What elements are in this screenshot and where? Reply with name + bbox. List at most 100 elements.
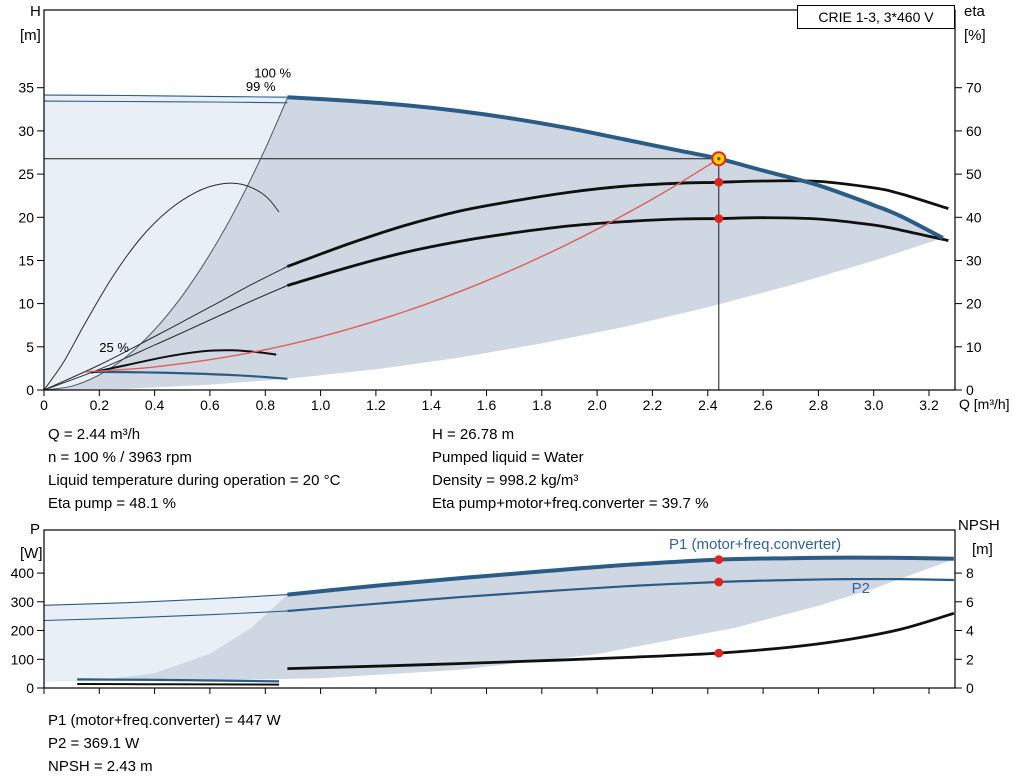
low-flow-range-band: [44, 95, 288, 390]
x-tick-label: 3.0: [864, 397, 884, 413]
curve-label: 100 %: [254, 65, 291, 80]
curve-label: P2: [852, 580, 870, 597]
curve-label: 99 %: [246, 79, 276, 94]
pump-model-box: CRIE 1-3, 3*460 V: [797, 5, 955, 29]
x-tick-label: 2.2: [643, 397, 663, 413]
head-env-99-curve: [43, 100, 288, 104]
duty-dot-marker: [714, 214, 724, 224]
y-left-tick-label: 400: [11, 565, 35, 581]
x-tick-label: 0.6: [200, 397, 220, 413]
y-left-tick-label: 300: [11, 594, 35, 610]
y-right-tick-label: 30: [966, 253, 982, 269]
y-right-tick-label: 20: [966, 296, 982, 312]
y-right-tick-label: 0: [966, 680, 974, 696]
x-tick-label: 1.4: [421, 397, 441, 413]
x-tick-label: 3.2: [919, 397, 939, 413]
x-tick-label: 0.2: [90, 397, 110, 413]
y-left-tick-label: 25: [18, 166, 34, 182]
x-tick-label: 1.8: [532, 397, 552, 413]
system-curve-curve: [85, 158, 720, 373]
x-tick-label: 0.8: [256, 397, 276, 413]
x-tick-label: 2.6: [753, 397, 773, 413]
x-tick-label: 1.6: [477, 397, 497, 413]
y-right-axis-title: NPSH: [958, 518, 1000, 534]
y-left-tick-label: 0: [26, 680, 34, 696]
x-tick-label: 1.0: [311, 397, 331, 413]
y-left-tick-label: 10: [18, 296, 34, 312]
duty-info-right: H = 26.78 m Pumped liquid = Water Densit…: [432, 423, 816, 515]
duty-info-panel: Q = 2.44 m³/h n = 100 % / 3963 rpm Liqui…: [48, 423, 816, 515]
npsh-curve: [287, 611, 955, 670]
eta-total-curve: [287, 216, 949, 287]
info-p1: P1 (motor+freq.converter) = 447 W: [48, 712, 281, 729]
duty-info-left: Q = 2.44 m³/h n = 100 % / 3963 rpm Liqui…: [48, 423, 432, 515]
pump-model-label: CRIE 1-3, 3*460 V: [818, 9, 934, 25]
y-right-axis-unit: [m]: [972, 541, 993, 558]
x-axis-title: Q [m³/h]: [959, 396, 1010, 412]
y-left-tick-label: 200: [11, 623, 35, 639]
y-right-axis-title: eta: [964, 3, 986, 20]
y-left-tick-label: 20: [18, 209, 34, 225]
p2-curve: [287, 577, 954, 613]
operating-range-band: [44, 97, 943, 390]
x-tick-label: 2.8: [809, 397, 829, 413]
low-flow-power-band: [44, 594, 288, 682]
info-liquid-temp: Liquid temperature during operation = 20…: [48, 472, 341, 489]
info-eta-pump: Eta pump = 48.1 %: [48, 495, 176, 512]
curve-label: P1 (motor+freq.converter): [669, 536, 841, 553]
y-left-tick-label: 30: [18, 123, 34, 139]
y-left-axis-title: P: [30, 521, 40, 538]
plot-frame: [43, 529, 956, 689]
duty-point-center: [717, 156, 721, 161]
y-left-tick-label: 35: [18, 80, 34, 96]
y-right-tick-label: 10: [966, 339, 982, 355]
info-pumped-liquid: Pumped liquid = Water: [432, 449, 584, 466]
y-left-axis-unit: [W]: [20, 545, 43, 562]
duty-dot-marker: [714, 648, 724, 658]
p-25-curve: [77, 678, 280, 683]
y-right-tick-label: 2: [966, 651, 974, 667]
npsh-25-curve: [77, 683, 280, 686]
plot-frame: [43, 9, 956, 391]
y-right-tick-label: 6: [966, 594, 974, 610]
p1-left-extension-curve: [43, 594, 288, 606]
info-head: H = 26.78 m: [432, 426, 515, 443]
p1-curve: [287, 555, 954, 597]
power-npsh-chart: 0 100 200 300 400 0 2 4 6 8 P [W] NPSH [m] P1 (motor+f…: [11, 518, 1000, 696]
duty-dot-marker: [714, 177, 724, 187]
y-left-tick-label: 5: [26, 339, 34, 355]
p2-left-extension-curve: [43, 610, 288, 622]
curve-label: 25 %: [99, 340, 129, 355]
info-p2: P2 = 369.1 W: [48, 735, 140, 752]
y-right-axis-unit: [%]: [964, 27, 986, 44]
eta-25-curve: [90, 349, 277, 374]
min-flow-boundary-curve: [43, 97, 288, 391]
y-right-tick-label: 0: [966, 382, 974, 398]
y-right-tick-label: 4: [966, 623, 974, 639]
head-efficiency-chart: 0 5 10 15 20 25 30 35 0 10 20 30 40 50 60 70 0 0.2 0.4 0.6 0…: [18, 3, 1010, 413]
y-right-tick-label: 50: [966, 166, 982, 182]
head-25-curve: [90, 370, 288, 380]
info-density: Density = 998.2 kg/m³: [432, 472, 579, 489]
power-info-panel: P1 (motor+freq.converter) = 447 W P2 = 3…: [48, 709, 281, 778]
eta-reduced-arc-curve: [43, 182, 280, 391]
y-right-tick-label: 60: [966, 123, 982, 139]
y-left-axis-title: H: [30, 3, 41, 20]
head-env-100-curve: [43, 94, 288, 98]
duty-dot-marker: [714, 555, 724, 564]
x-tick-label: 2.4: [698, 397, 718, 413]
x-tick-label: 0.4: [145, 397, 165, 413]
duty-dot-marker: [714, 577, 724, 587]
y-left-tick-label: 15: [18, 253, 34, 269]
info-flow: Q = 2.44 m³/h: [48, 426, 141, 443]
y-left-axis-unit: [m]: [20, 27, 41, 44]
info-speed: n = 100 % / 3963 rpm: [48, 449, 192, 466]
y-left-tick-label: 100: [11, 651, 35, 667]
x-tick-label: 1.2: [366, 397, 386, 413]
y-right-tick-label: 70: [966, 80, 982, 96]
eta-pump-extension-curve: [43, 266, 288, 391]
power-range-band: [44, 557, 954, 682]
y-right-tick-label: 40: [966, 209, 982, 225]
y-left-tick-label: 0: [26, 382, 34, 398]
